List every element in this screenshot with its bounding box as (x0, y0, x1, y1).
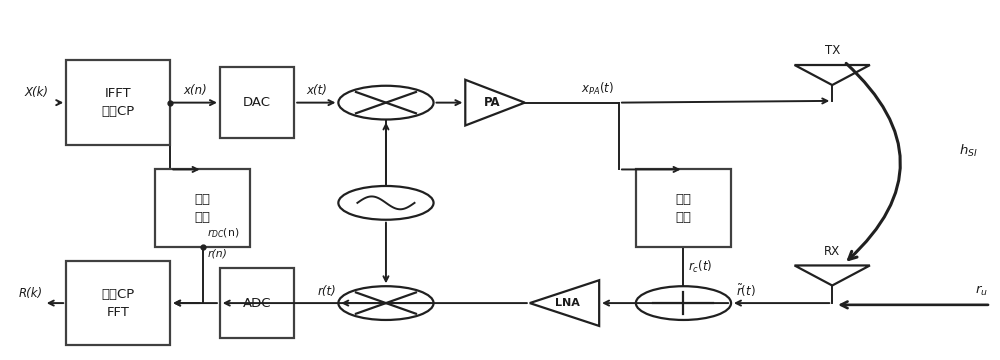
Text: R(k): R(k) (19, 287, 43, 300)
Text: $r_c(t)$: $r_c(t)$ (688, 258, 713, 275)
Text: $h_{SI}$: $h_{SI}$ (959, 143, 977, 159)
Text: 模拟
消除: 模拟 消除 (675, 193, 691, 224)
Text: $r_{DC}$(n): $r_{DC}$(n) (207, 226, 240, 240)
Text: LNA: LNA (555, 298, 580, 308)
Text: $\tilde{r}(t)$: $\tilde{r}(t)$ (736, 282, 756, 298)
Text: 数字
消除: 数字 消除 (195, 193, 211, 224)
FancyBboxPatch shape (66, 261, 170, 345)
Text: x(t): x(t) (306, 84, 327, 97)
FancyBboxPatch shape (636, 170, 731, 247)
Polygon shape (465, 80, 525, 126)
Text: $r_u$: $r_u$ (975, 284, 988, 298)
FancyBboxPatch shape (155, 170, 250, 247)
Polygon shape (530, 280, 599, 326)
Text: r(n): r(n) (207, 248, 227, 258)
Text: PA: PA (484, 96, 500, 109)
FancyBboxPatch shape (220, 67, 294, 138)
Text: r(t): r(t) (317, 285, 336, 298)
Text: x(n): x(n) (183, 84, 207, 97)
Polygon shape (795, 65, 870, 85)
Text: TX: TX (825, 44, 840, 57)
Text: RX: RX (824, 245, 840, 258)
FancyArrowPatch shape (846, 63, 900, 260)
Text: 移除CP
FFT: 移除CP FFT (102, 288, 135, 319)
Text: ADC: ADC (243, 297, 271, 310)
Text: IFFT
添加CP: IFFT 添加CP (102, 87, 135, 118)
Text: $x_{PA}(t)$: $x_{PA}(t)$ (581, 81, 614, 97)
FancyBboxPatch shape (66, 60, 170, 145)
Polygon shape (795, 265, 870, 285)
FancyBboxPatch shape (220, 268, 294, 338)
Text: X(k): X(k) (24, 86, 48, 99)
Text: DAC: DAC (243, 96, 271, 109)
